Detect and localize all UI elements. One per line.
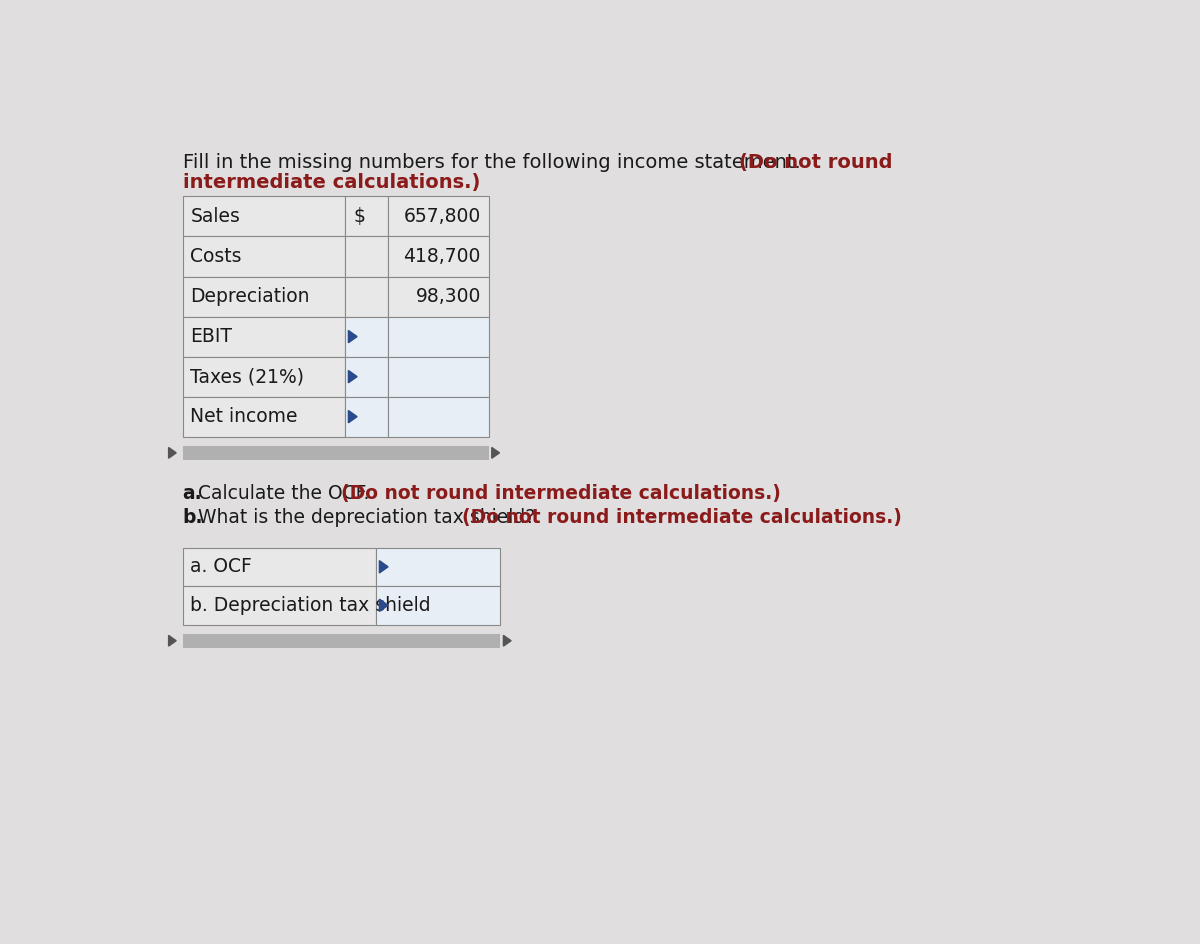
Text: (Do not round: (Do not round: [739, 153, 893, 173]
Polygon shape: [379, 599, 388, 612]
Bar: [346, 316, 388, 357]
Bar: [377, 586, 500, 625]
Bar: [182, 633, 500, 648]
Text: intermediate calculations.): intermediate calculations.): [182, 174, 480, 193]
Bar: [182, 357, 346, 396]
Bar: [388, 277, 488, 316]
Polygon shape: [348, 370, 358, 382]
Bar: [182, 316, 346, 357]
Bar: [388, 357, 488, 396]
Bar: [346, 237, 388, 277]
Bar: [346, 277, 388, 316]
Text: 98,300: 98,300: [415, 287, 481, 306]
Bar: [388, 316, 488, 357]
Text: Costs: Costs: [191, 247, 242, 266]
Text: Calculate the OCF.: Calculate the OCF.: [198, 484, 376, 503]
Text: 418,700: 418,700: [403, 247, 481, 266]
Polygon shape: [492, 447, 499, 458]
Text: (Do not round intermediate calculations.): (Do not round intermediate calculations.…: [342, 484, 781, 503]
Text: What is the depreciation tax shield?: What is the depreciation tax shield?: [198, 508, 541, 527]
Bar: [377, 548, 500, 586]
Text: Taxes (21%): Taxes (21%): [191, 367, 305, 386]
Polygon shape: [168, 447, 176, 458]
Bar: [182, 196, 346, 237]
Text: b. Depreciation tax shield: b. Depreciation tax shield: [191, 596, 431, 615]
Bar: [182, 396, 346, 437]
Bar: [388, 396, 488, 437]
Bar: [182, 446, 488, 460]
Text: Depreciation: Depreciation: [191, 287, 310, 306]
Text: Fill in the missing numbers for the following income statement.: Fill in the missing numbers for the foll…: [182, 153, 806, 173]
Polygon shape: [348, 411, 358, 423]
Bar: [182, 586, 377, 625]
Text: a. OCF: a. OCF: [191, 557, 252, 576]
Polygon shape: [379, 561, 388, 573]
Text: a.: a.: [182, 484, 202, 503]
Text: 657,800: 657,800: [403, 207, 481, 226]
Bar: [182, 277, 346, 316]
Bar: [182, 237, 346, 277]
Bar: [182, 548, 377, 586]
Text: Net income: Net income: [191, 407, 298, 426]
Text: Sales: Sales: [191, 207, 240, 226]
Polygon shape: [168, 635, 176, 646]
Bar: [388, 196, 488, 237]
Text: EBIT: EBIT: [191, 327, 233, 346]
Bar: [346, 357, 388, 396]
Text: b.: b.: [182, 508, 203, 527]
Text: $: $: [353, 207, 365, 226]
Text: (Do not round intermediate calculations.): (Do not round intermediate calculations.…: [462, 508, 901, 527]
Bar: [346, 196, 388, 237]
Bar: [346, 396, 388, 437]
Polygon shape: [504, 635, 511, 646]
Bar: [388, 237, 488, 277]
Polygon shape: [348, 330, 358, 343]
